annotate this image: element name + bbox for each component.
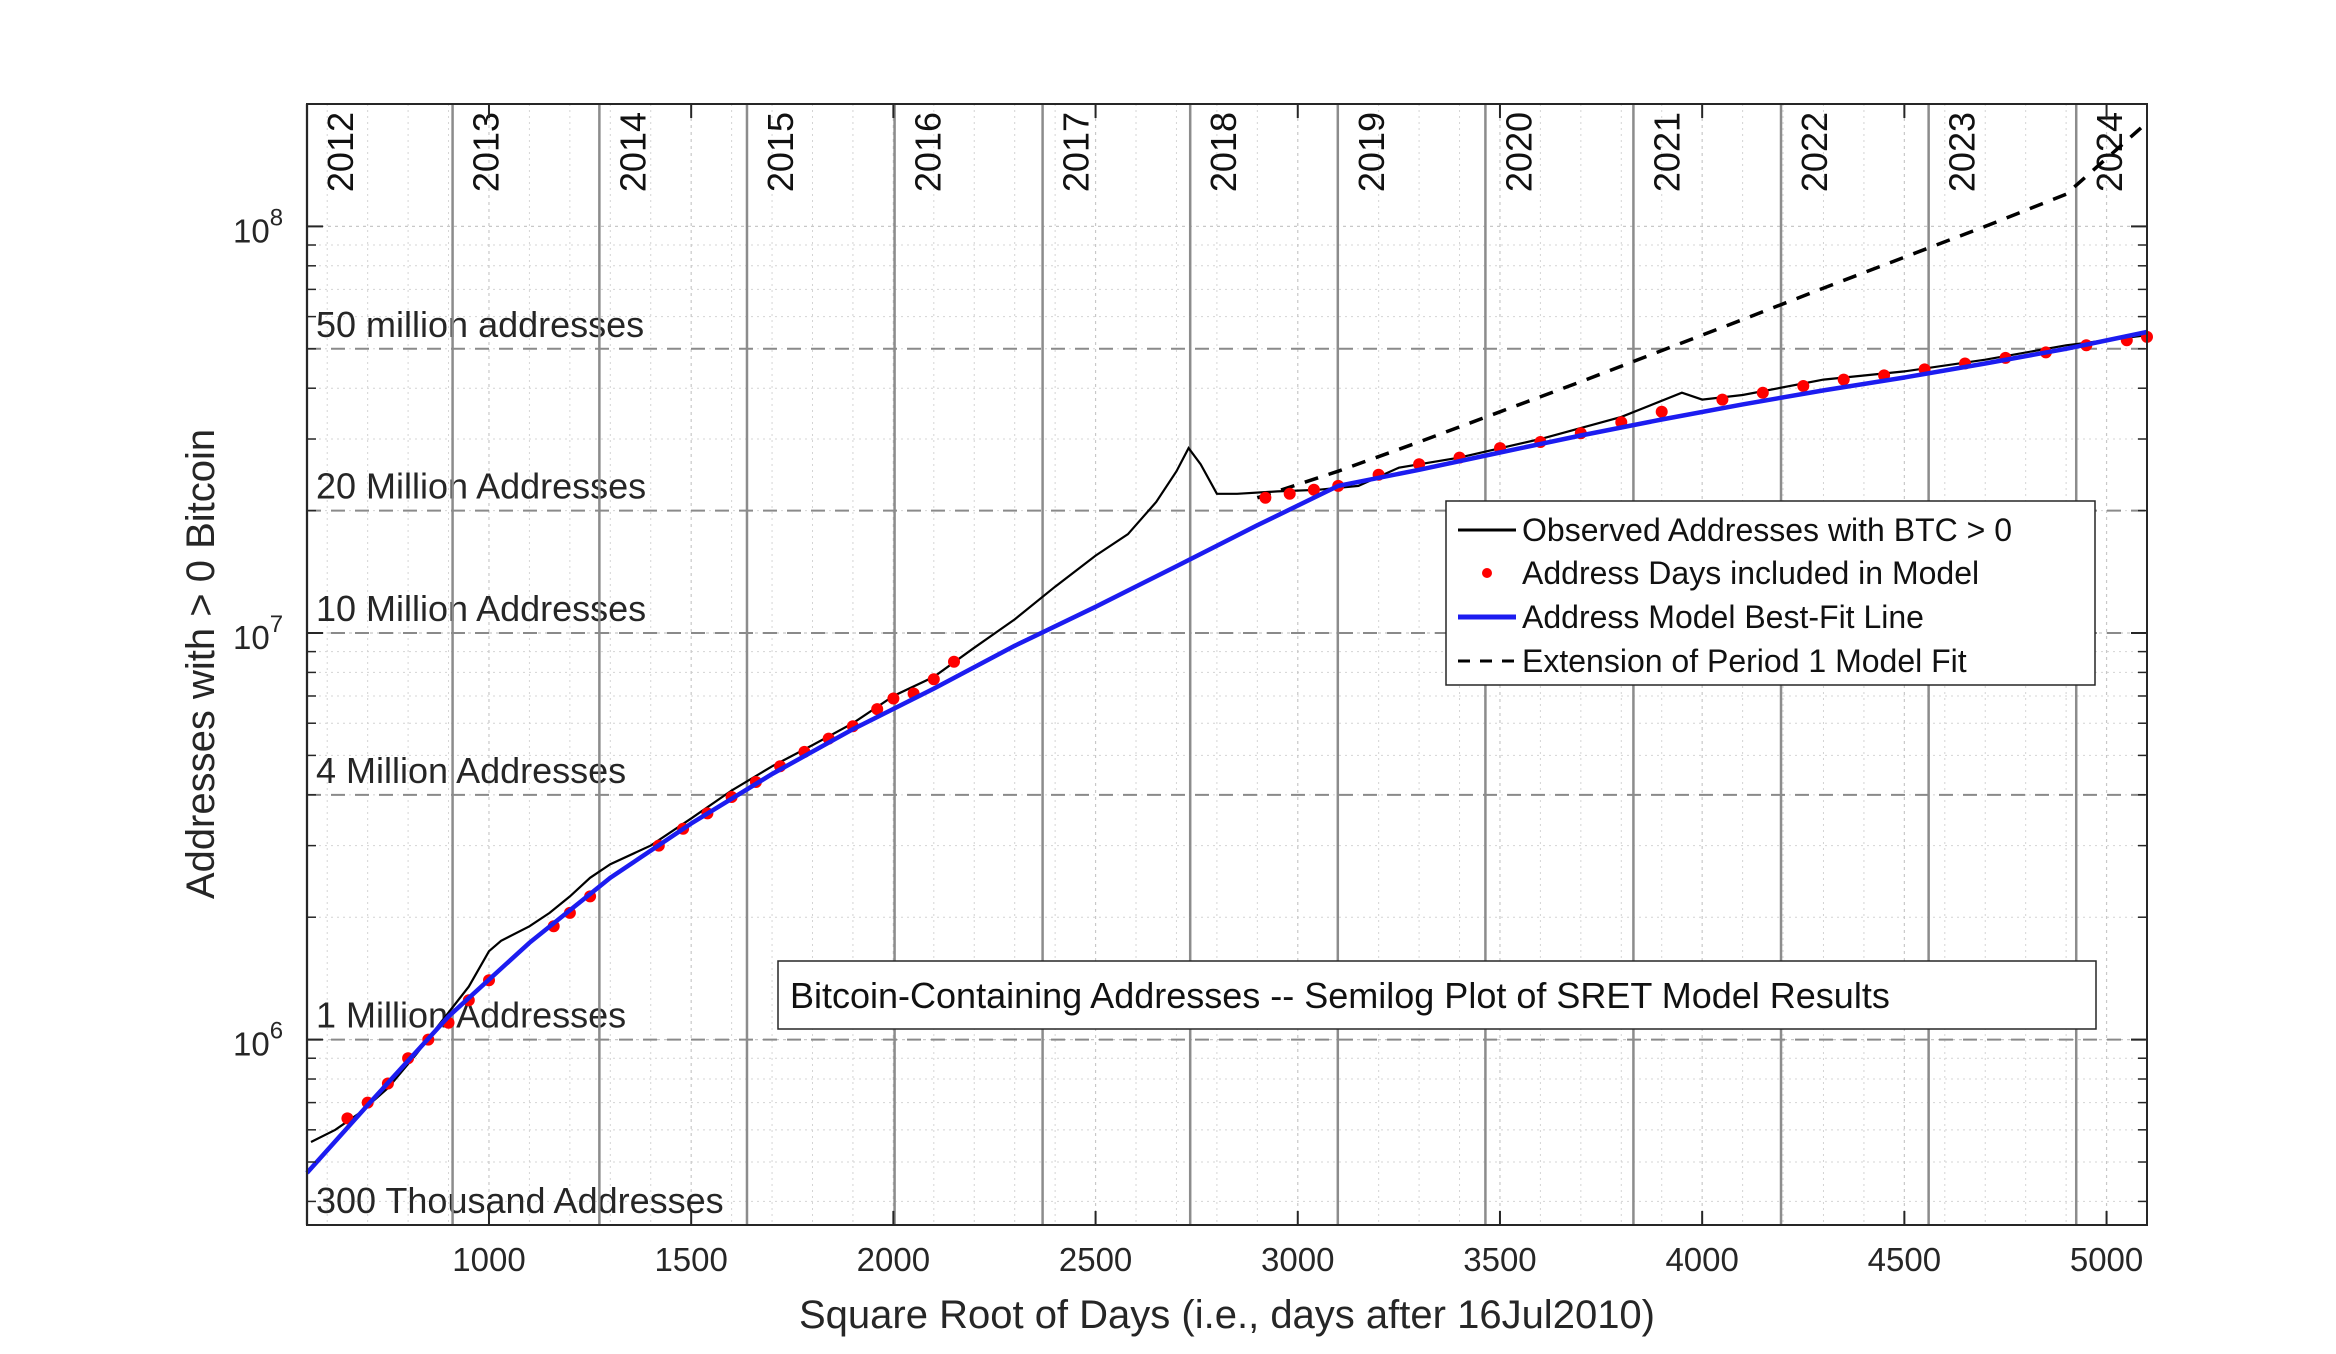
year-label: 2021 [1646,112,1687,192]
legend-box [1445,500,2096,686]
year-label: 2020 [1498,112,1539,192]
legend-label-observed: Observed Addresses with BTC > 0 [1522,512,2012,548]
model-day-point [927,673,940,686]
y-tick-label: 106 [233,1018,283,1063]
model-day-point [1716,393,1729,406]
model-day-point [1837,373,1850,386]
model-day-point [1797,380,1810,392]
y-axis-label: Addresses with > 0 Bitcoin [179,429,223,899]
reference-label: 4 Million Addresses [316,750,626,791]
reference-label: 20 Million Addresses [316,466,646,507]
year-label: 2014 [612,112,653,192]
y-tick-exponent: 7 [270,611,283,638]
x-axis-label: Square Root of Days (i.e., days after 16… [799,1293,1655,1337]
y-tick-label: 108 [233,204,283,249]
reference-label: 50 million addresses [316,304,644,345]
year-label: 2022 [1794,112,1835,192]
model-day-point [1259,491,1272,504]
title-annotation: Bitcoin-Containing Addresses -- Semilog … [777,960,2097,1030]
axis-ticks: 1000 1500 2000 2500 3000 3500 4000 4500 5000 106 1… [233,104,2147,1278]
model-day-point [948,655,960,668]
legend-label-best-fit: Address Model Best-Fit Line [1522,599,1924,635]
x-tick-label: 3500 [1463,1241,1536,1278]
model-day-point [871,703,884,716]
x-tick-label: 2500 [1059,1241,1132,1278]
y-tick-exponent: 8 [270,204,283,231]
legend-label-extension: Extension of Period 1 Model Fit [1522,643,1967,679]
year-label: 2023 [1942,112,1983,192]
year-label: 2017 [1056,112,1097,192]
model-day-point [1655,405,1668,418]
series-best-fit-line [305,329,2148,1175]
y-tick-exponent: 6 [270,1018,283,1045]
legend: Observed Addresses with BTC > 0 Address … [1445,500,2096,686]
title-box [777,960,2097,1030]
year-label: 2019 [1351,112,1392,192]
x-tick-label: 1500 [654,1241,727,1278]
reference-label: 300 Thousand Addresses [316,1180,724,1221]
year-label: 2013 [466,112,507,192]
model-day-point [887,692,900,705]
model-day-point [1283,487,1296,500]
x-tick-label: 5000 [2070,1241,2143,1278]
x-tick-label: 4500 [1868,1241,1941,1278]
series-extension-line [1256,121,2149,500]
minor-grid [307,104,2147,1225]
plot-frame [306,103,2148,1226]
year-label: 2012 [320,112,361,192]
x-tick-label: 1000 [452,1241,525,1278]
y-tick-label: 107 [233,611,283,656]
year-label: 2024 [2089,112,2130,192]
year-label: 2018 [1203,112,1244,192]
x-tick-label: 2000 [857,1241,930,1278]
legend-label-model-days: Address Days included in Model [1522,555,1979,591]
year-label: 2015 [760,112,801,192]
reference-label: 10 Million Addresses [316,588,646,629]
x-tick-label: 4000 [1665,1241,1738,1278]
series-layer [305,121,2153,1175]
legend-swatch-model-days [1482,568,1492,578]
model-day-point [1756,386,1769,399]
model-day-point [1307,483,1320,496]
year-label: 2016 [908,112,949,192]
x-tick-label: 3000 [1261,1241,1334,1278]
series-observed-line [310,334,2148,1143]
chart-title: Bitcoin-Containing Addresses -- Semilog … [790,975,1890,1016]
